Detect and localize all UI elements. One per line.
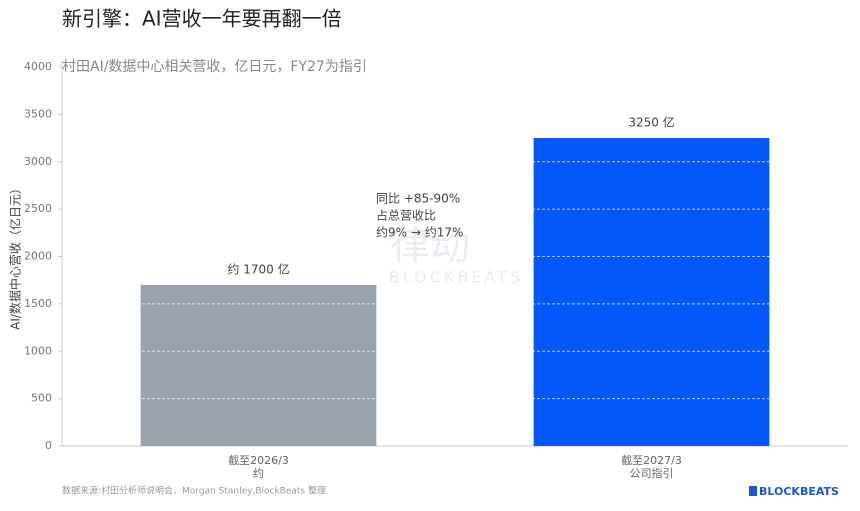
logo: BLOCKBEATS: [759, 485, 839, 498]
y-tick-label: 0: [45, 439, 52, 452]
x-tick-label: 约: [253, 467, 264, 480]
y-tick-label: 500: [31, 392, 52, 405]
annotation: 占总营收比: [376, 208, 436, 223]
value-label: 3250 亿: [628, 115, 674, 130]
x-tick-label: 截至2027/3: [621, 453, 682, 467]
watermark: BLOCKBEATS: [389, 268, 523, 287]
x-tick-label: 截至2026/3: [228, 453, 289, 467]
bar: [533, 138, 770, 446]
logo-icon: [749, 486, 757, 496]
annotation: 同比 +85-90%: [376, 192, 460, 206]
watermark: 律动: [390, 223, 470, 269]
annotation: 约9% → 约17%: [376, 225, 463, 240]
y-axis-label: AI/数据中心营收（亿日元）: [8, 182, 23, 330]
y-tick-label: 1000: [24, 344, 52, 357]
y-tick-label: 3000: [24, 155, 52, 168]
source: 数据来源:村田分析师说明会、Morgan Stanley,BlockBeats …: [62, 485, 326, 497]
y-tick-label: 2500: [24, 202, 52, 215]
bar: [140, 284, 377, 446]
value-label: 约 1700 亿: [227, 261, 289, 276]
chart-subtitle: 村田AI/数据中心相关营收，亿日元，FY27为指引: [62, 59, 367, 75]
x-tick-label: 公司指引: [630, 466, 674, 480]
y-tick-label: 4000: [24, 60, 52, 73]
chart-title: 新引擎：AI营收一年要再翻一倍: [62, 7, 342, 31]
y-tick-label: 1500: [24, 297, 52, 310]
y-tick-label: 2000: [24, 250, 52, 263]
y-tick-label: 3500: [24, 107, 52, 120]
